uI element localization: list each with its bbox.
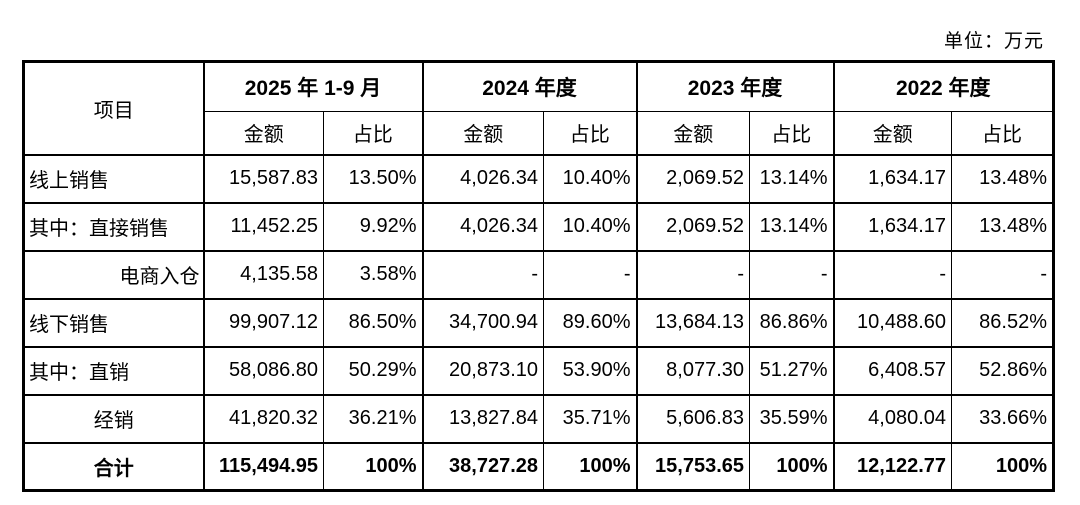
subheader-amount-2022: 金额	[832, 111, 953, 156]
amount-2025: 15,587.83	[202, 153, 324, 204]
table-row-online-sales: 线上销售 15,587.83 13.50% 4,026.34 10.40% 2,…	[23, 153, 1055, 204]
amount-2022: 1,634.17	[832, 153, 953, 204]
ratio-2024: 100%	[543, 441, 638, 492]
ratio-2024: 53.90%	[543, 345, 638, 396]
subheader-ratio-2024: 占比	[543, 111, 638, 156]
subheader-ratio-2022: 占比	[951, 111, 1055, 156]
ratio-2022: 13.48%	[951, 153, 1055, 204]
amount-2022: 10,488.60	[832, 297, 953, 348]
amount-2023: 2,069.52	[635, 153, 751, 204]
amount-2022: -	[832, 249, 953, 300]
amount-2025: 41,820.32	[202, 393, 324, 444]
ratio-2022: 100%	[951, 441, 1055, 492]
table-row-direct-online-sales: 其中：直接销售 11,452.25 9.92% 4,026.34 10.40% …	[23, 201, 1055, 252]
ratio-2025: 9.92%	[322, 201, 424, 252]
table-row-total: 合计 115,494.95 100% 38,727.28 100% 15,753…	[23, 441, 1055, 492]
amount-2023: 8,077.30	[635, 345, 751, 396]
amount-2025: 99,907.12	[202, 297, 324, 348]
ratio-2023: 100%	[749, 441, 835, 492]
row-label: 电商入仓	[23, 249, 204, 300]
subheader-amount-2024: 金额	[421, 111, 545, 156]
ratio-2022: 13.48%	[951, 201, 1055, 252]
amount-2024: 4,026.34	[421, 153, 545, 204]
row-label: 线上销售	[23, 153, 204, 204]
row-label: 合计	[23, 441, 204, 492]
col-header-2023: 2023 年度	[635, 60, 835, 112]
amount-2025: 115,494.95	[202, 441, 324, 492]
ratio-2022: 86.52%	[951, 297, 1055, 348]
subheader-amount-2023: 金额	[635, 111, 751, 156]
amount-2023: 13,684.13	[635, 297, 751, 348]
col-header-2022: 2022 年度	[832, 60, 1055, 112]
amount-2023: -	[635, 249, 751, 300]
ratio-2025: 100%	[322, 441, 424, 492]
ratio-2022: 52.86%	[951, 345, 1055, 396]
year-header-row: 项目 2025 年 1-9 月 2024 年度 2023 年度 2022 年度	[23, 60, 1055, 156]
ratio-2024: -	[543, 249, 638, 300]
amount-2025: 11,452.25	[202, 201, 324, 252]
ratio-2025: 36.21%	[322, 393, 424, 444]
amount-2024: -	[421, 249, 545, 300]
subheader-ratio-2025: 占比	[322, 111, 424, 156]
amount-2022: 6,408.57	[832, 345, 953, 396]
ratio-2023: -	[749, 249, 835, 300]
ratio-2024: 10.40%	[543, 153, 638, 204]
amount-2025: 4,135.58	[202, 249, 324, 300]
amount-2024: 4,026.34	[421, 201, 545, 252]
ratio-2024: 10.40%	[543, 201, 638, 252]
amount-2024: 13,827.84	[421, 393, 545, 444]
ratio-2024: 89.60%	[543, 297, 638, 348]
amount-2025: 58,086.80	[202, 345, 324, 396]
amount-2022: 4,080.04	[832, 393, 953, 444]
amount-2024: 34,700.94	[421, 297, 545, 348]
item-column-header: 项目	[23, 60, 204, 156]
ratio-2025: 13.50%	[322, 153, 424, 204]
table-row-direct-distribution: 其中：直销 58,086.80 50.29% 20,873.10 53.90% …	[23, 345, 1055, 396]
amount-2023: 5,606.83	[635, 393, 751, 444]
ratio-2023: 86.86%	[749, 297, 835, 348]
table-row-offline-sales: 线下销售 99,907.12 86.50% 34,700.94 89.60% 1…	[23, 297, 1055, 348]
sub-header-row: 金额 占比 金额 占比 金额 占比 金额 占比	[24, 111, 1055, 156]
subheader-amount-2025: 金额	[202, 111, 324, 156]
col-header-2024: 2024 年度	[421, 60, 638, 112]
ratio-2023: 13.14%	[749, 201, 835, 252]
ratio-2024: 35.71%	[543, 393, 638, 444]
row-label: 其中：直接销售	[23, 201, 204, 252]
amount-2022: 1,634.17	[832, 201, 953, 252]
ratio-2023: 51.27%	[749, 345, 835, 396]
row-label: 经销	[23, 393, 204, 444]
row-label: 线下销售	[23, 297, 204, 348]
ratio-2022: -	[951, 249, 1055, 300]
ratio-2023: 35.59%	[749, 393, 835, 444]
amount-2023: 15,753.65	[635, 441, 751, 492]
ratio-2025: 50.29%	[322, 345, 424, 396]
ratio-2025: 86.50%	[322, 297, 424, 348]
table-body: 线上销售 15,587.83 13.50% 4,026.34 10.40% 2,…	[23, 153, 1055, 492]
table-row-distributors: 经销 41,820.32 36.21% 13,827.84 35.71% 5,6…	[23, 393, 1055, 444]
col-header-2025: 2025 年 1-9 月	[202, 60, 424, 112]
sales-breakdown-table: 项目 2025 年 1-9 月 2024 年度 2023 年度 2022 年度 …	[22, 60, 1056, 492]
ratio-2025: 3.58%	[322, 249, 424, 300]
amount-2024: 38,727.28	[421, 441, 545, 492]
amount-2023: 2,069.52	[635, 201, 751, 252]
amount-2022: 12,122.77	[832, 441, 953, 492]
subheader-ratio-2023: 占比	[749, 111, 835, 156]
table-row-ecommerce-warehousing: 电商入仓 4,135.58 3.58% - - - - - -	[23, 249, 1055, 300]
ratio-2023: 13.14%	[749, 153, 835, 204]
ratio-2022: 33.66%	[951, 393, 1055, 444]
unit-label: 单位：万元	[943, 31, 1044, 52]
amount-2024: 20,873.10	[421, 345, 545, 396]
table-header: 项目 2025 年 1-9 月 2024 年度 2023 年度 2022 年度 …	[23, 60, 1055, 156]
row-label: 其中：直销	[23, 345, 204, 396]
